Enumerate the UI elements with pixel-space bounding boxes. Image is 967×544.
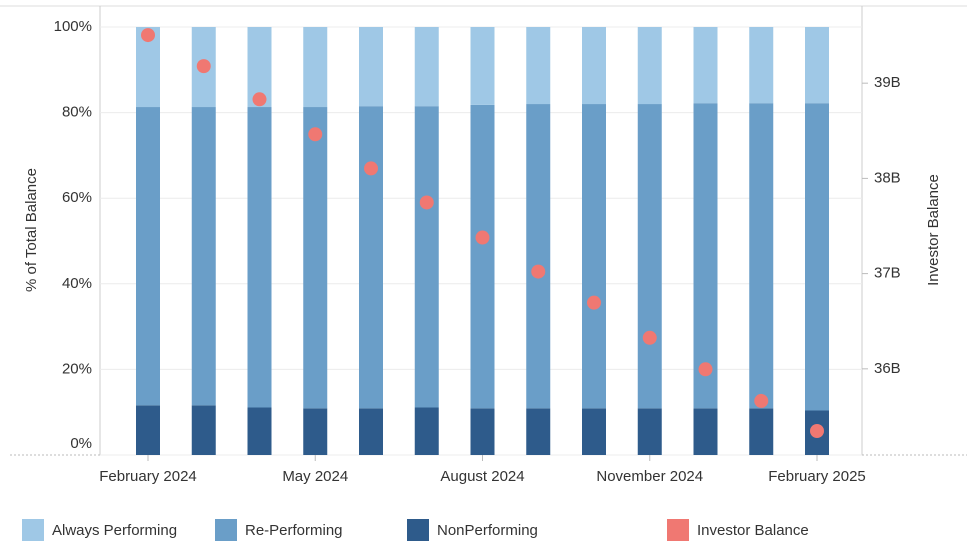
bar-segment (136, 405, 160, 455)
y-tick-label: 0% (70, 435, 92, 452)
bar-segment (693, 103, 718, 409)
bar-segment (470, 408, 495, 455)
bar-segment (526, 408, 551, 455)
scatter-point (642, 330, 657, 345)
bar-segment (247, 407, 272, 455)
bar-segment (247, 107, 272, 408)
scatter-point (419, 195, 434, 210)
legend-label: Investor Balance (697, 522, 809, 539)
scatter-point (810, 424, 824, 439)
bar-segment (191, 107, 216, 406)
bar-segment (359, 27, 383, 107)
y-tick-label: 40% (62, 275, 92, 292)
y2-tick-label: 38B (874, 169, 901, 186)
scatter-point (698, 362, 713, 377)
scatter-point (587, 295, 601, 310)
bar-segment (414, 106, 439, 408)
y2-tick-label: 36B (874, 360, 901, 377)
bar-segment (136, 107, 160, 406)
y-axis-title: % of Total Balance (23, 168, 40, 292)
bar-segment (359, 408, 383, 455)
x-tick-label: May 2024 (282, 468, 348, 485)
legend-label: Always Performing (52, 522, 177, 539)
bar-segment (805, 27, 829, 104)
bar-segment (359, 106, 383, 409)
bar-segment (693, 27, 718, 104)
bar-segment (470, 104, 495, 409)
legend-swatch (22, 519, 44, 541)
bar-segment (414, 407, 439, 455)
bar-segment (749, 408, 774, 455)
bar-segment (526, 104, 551, 409)
scatter-point (475, 230, 490, 245)
y-tick-label: 80% (62, 104, 92, 121)
bar-segment (526, 27, 551, 105)
bar-segment (637, 408, 662, 455)
y2-tick-label: 39B (874, 74, 901, 91)
bar-segment (303, 408, 328, 455)
legend-swatch (407, 519, 429, 541)
y-tick-label: 100% (54, 18, 92, 35)
scatter-point (308, 127, 323, 142)
bar-segment (805, 103, 829, 411)
scatter-point (531, 264, 546, 279)
x-tick-label: February 2025 (768, 468, 866, 485)
legend-label: Re-Performing (245, 522, 343, 539)
scatter-point (141, 28, 155, 43)
x-tick-label: February 2024 (99, 468, 197, 485)
bar-segment (637, 104, 662, 409)
legend-swatch (667, 519, 689, 541)
bar-segment (582, 27, 606, 105)
bar-segment (191, 405, 216, 455)
scatter-point (252, 92, 267, 107)
bar-segment (582, 408, 606, 455)
y-tick-label: 60% (62, 189, 92, 206)
scatter-point (364, 161, 378, 176)
x-tick-label: August 2024 (440, 468, 524, 485)
y2-tick-label: 37B (874, 265, 901, 282)
scatter-point (754, 393, 769, 408)
bar-segment (693, 408, 718, 455)
bar-segment (414, 27, 439, 107)
bar-segment (637, 27, 662, 105)
x-tick-label: November 2024 (596, 468, 703, 485)
bar-segment (749, 103, 774, 409)
legend-label: NonPerforming (437, 522, 538, 539)
bar-segment (303, 27, 328, 108)
y2-axis-title: Investor Balance (925, 174, 942, 286)
bar-segment (303, 107, 328, 409)
legend-swatch (215, 519, 237, 541)
bar-segment (582, 104, 606, 409)
scatter-point (196, 59, 211, 74)
y-tick-label: 20% (62, 360, 92, 377)
bar-segment (749, 27, 774, 104)
bar-segment (470, 27, 495, 105)
